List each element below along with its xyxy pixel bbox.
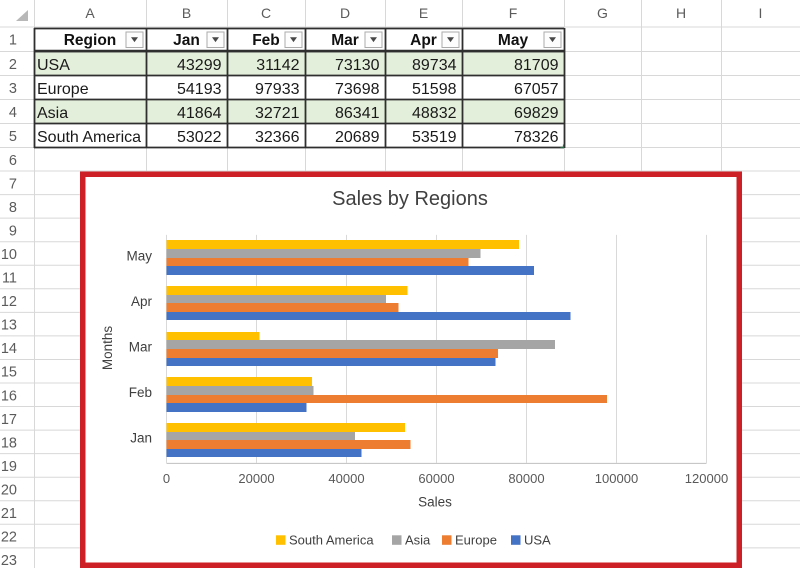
svg-text:F: F xyxy=(509,5,518,21)
svg-text:Europe: Europe xyxy=(37,81,89,98)
svg-text:11: 11 xyxy=(2,271,17,287)
svg-text:South America: South America xyxy=(289,532,374,547)
svg-text:19: 19 xyxy=(1,459,17,475)
svg-text:I: I xyxy=(759,5,763,21)
svg-text:41864: 41864 xyxy=(177,105,222,122)
svg-text:Mar: Mar xyxy=(331,32,359,49)
svg-text:20: 20 xyxy=(1,483,17,499)
svg-text:120000: 120000 xyxy=(685,471,728,486)
svg-text:97933: 97933 xyxy=(255,81,300,98)
svg-text:80000: 80000 xyxy=(508,471,544,486)
svg-text:Jan: Jan xyxy=(130,431,152,446)
svg-text:32721: 32721 xyxy=(255,105,300,122)
svg-text:81709: 81709 xyxy=(514,57,559,74)
svg-text:D: D xyxy=(340,5,350,21)
svg-text:14: 14 xyxy=(1,341,17,357)
svg-text:Feb: Feb xyxy=(129,385,152,400)
svg-text:Apr: Apr xyxy=(410,32,437,49)
svg-text:May: May xyxy=(498,32,529,49)
svg-text:A: A xyxy=(85,5,95,21)
svg-text:18: 18 xyxy=(1,435,17,451)
svg-text:23: 23 xyxy=(1,553,17,568)
svg-text:78326: 78326 xyxy=(514,129,559,146)
svg-text:31142: 31142 xyxy=(256,57,299,74)
svg-text:73698: 73698 xyxy=(335,81,380,98)
svg-text:8: 8 xyxy=(9,200,17,216)
svg-text:15: 15 xyxy=(1,365,17,381)
svg-text:20689: 20689 xyxy=(335,129,380,146)
svg-text:Feb: Feb xyxy=(252,32,280,49)
svg-text:86341: 86341 xyxy=(335,105,380,122)
svg-text:48832: 48832 xyxy=(412,105,457,122)
svg-text:3: 3 xyxy=(9,81,17,97)
svg-text:2: 2 xyxy=(9,57,17,73)
svg-text:89734: 89734 xyxy=(412,57,457,74)
svg-text:43299: 43299 xyxy=(177,57,222,74)
svg-text:10: 10 xyxy=(1,247,17,263)
svg-text:73130: 73130 xyxy=(335,57,380,74)
svg-text:Asia: Asia xyxy=(405,532,431,547)
svg-text:G: G xyxy=(597,5,608,21)
svg-text:53519: 53519 xyxy=(412,129,457,146)
svg-text:Asia: Asia xyxy=(37,105,68,122)
svg-text:May: May xyxy=(126,248,152,263)
svg-text:B: B xyxy=(182,5,191,21)
svg-text:4: 4 xyxy=(9,105,17,121)
svg-text:Jan: Jan xyxy=(173,32,200,49)
svg-text:H: H xyxy=(676,5,686,21)
svg-text:69829: 69829 xyxy=(514,105,559,122)
svg-text:60000: 60000 xyxy=(418,471,454,486)
svg-text:16: 16 xyxy=(1,388,17,404)
svg-text:40000: 40000 xyxy=(328,471,364,486)
svg-text:54193: 54193 xyxy=(177,81,222,98)
svg-text:53022: 53022 xyxy=(177,129,222,146)
svg-text:5: 5 xyxy=(9,129,17,145)
svg-text:17: 17 xyxy=(1,412,17,428)
svg-text:32366: 32366 xyxy=(255,129,300,146)
svg-text:Months: Months xyxy=(100,326,115,371)
svg-text:100000: 100000 xyxy=(595,471,638,486)
svg-text:South America: South America xyxy=(37,129,141,146)
svg-text:USA: USA xyxy=(37,57,70,74)
svg-text:C: C xyxy=(261,5,271,21)
svg-text:E: E xyxy=(419,5,428,21)
svg-text:20000: 20000 xyxy=(238,471,274,486)
svg-text:67057: 67057 xyxy=(514,81,559,98)
svg-text:7: 7 xyxy=(9,176,17,192)
svg-text:Apr: Apr xyxy=(131,294,153,309)
svg-text:Region: Region xyxy=(64,32,117,49)
svg-text:Sales by Regions: Sales by Regions xyxy=(332,188,488,210)
svg-text:21: 21 xyxy=(1,506,17,522)
svg-text:6: 6 xyxy=(9,153,17,169)
svg-text:9: 9 xyxy=(9,223,17,239)
svg-text:22: 22 xyxy=(1,530,17,546)
svg-text:13: 13 xyxy=(1,318,17,334)
svg-text:USA: USA xyxy=(524,532,551,547)
svg-text:12: 12 xyxy=(1,294,17,310)
svg-text:0: 0 xyxy=(163,471,170,486)
svg-text:Mar: Mar xyxy=(129,340,153,355)
svg-text:51598: 51598 xyxy=(412,81,457,98)
svg-text:1: 1 xyxy=(9,33,17,49)
svg-text:Sales: Sales xyxy=(418,495,452,510)
svg-text:Europe: Europe xyxy=(455,532,497,547)
